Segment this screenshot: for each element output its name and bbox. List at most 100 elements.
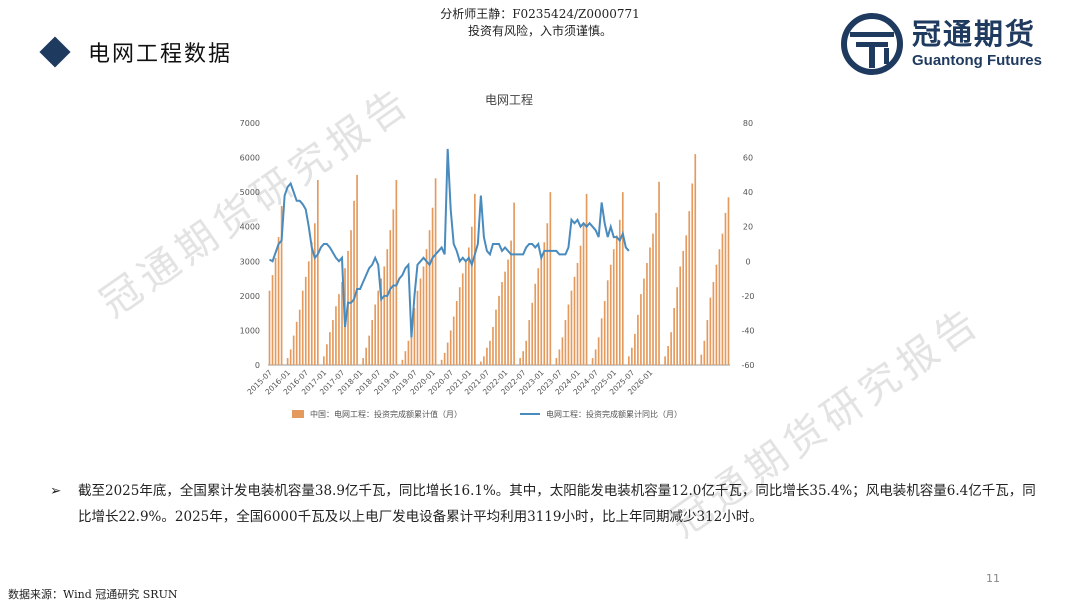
bar: [537, 268, 540, 365]
bar: [353, 200, 355, 365]
bar: [489, 340, 491, 365]
slide-title-text: 电网工程数据: [88, 42, 233, 67]
y-left-tick-label: 5000: [240, 188, 260, 197]
bar: [606, 280, 609, 365]
bar: [546, 223, 549, 365]
bar: [597, 337, 600, 365]
y-right-tick-label: -20: [741, 292, 754, 301]
bar: [706, 320, 709, 365]
company-logo: 冠通期货 Guantong Futures: [840, 12, 1042, 76]
bar: [313, 223, 316, 365]
bar: [301, 290, 304, 365]
bar: [310, 242, 313, 365]
bar: [609, 264, 612, 365]
bar: [543, 242, 546, 365]
bar: [531, 302, 534, 365]
bar: [549, 192, 552, 365]
bar: [646, 263, 648, 365]
bar: [483, 356, 485, 365]
bar: [268, 290, 271, 365]
y-right-tick-label: -60: [741, 361, 754, 370]
analyst-info: 分析师王静：F0235424/Z0000771 投资有风险，入市须谨慎。: [330, 6, 750, 40]
bar: [304, 276, 307, 365]
bar: [326, 344, 328, 365]
bar: [522, 351, 524, 365]
summary-text: 截至2025年底，全国累计发电装机容量38.9亿千瓦，同比增长16.1%。其中，…: [78, 483, 1036, 525]
bar: [555, 358, 558, 365]
y-left-tick-label: 2000: [240, 292, 260, 301]
bar: [374, 304, 377, 365]
logo-mark-icon: [841, 13, 903, 75]
bar: [298, 309, 301, 365]
bar: [567, 304, 570, 365]
bar: [628, 356, 630, 365]
bar: [615, 235, 618, 365]
bar: [295, 321, 298, 365]
bar: [461, 273, 464, 365]
bar: [289, 349, 292, 365]
y-right-tick-label: 80: [743, 119, 753, 128]
bar: [715, 264, 718, 365]
bar: [440, 359, 443, 365]
bar: [495, 309, 497, 365]
bar: [365, 347, 367, 365]
y-right-tick-label: 20: [743, 223, 753, 232]
bar: [558, 349, 561, 365]
bar: [600, 318, 603, 365]
bar: [637, 314, 639, 365]
bar: [271, 275, 274, 365]
bar: [377, 290, 380, 365]
bar: [564, 320, 567, 365]
series-line: [269, 148, 630, 338]
bar: [718, 249, 721, 365]
bar: [652, 233, 654, 365]
bar: [392, 209, 395, 365]
page-number: 11: [986, 572, 1000, 585]
bar: [621, 192, 624, 365]
legend-line-label: 电网工程：投资完成额累计同比（月）: [546, 409, 682, 419]
bar: [434, 178, 437, 365]
bar: [416, 290, 419, 365]
analyst-line-2: 投资有风险，入市须谨慎。: [467, 24, 612, 38]
bar: [570, 290, 573, 365]
y-left-tick-label: 1000: [240, 326, 260, 335]
bar: [498, 295, 500, 365]
bar: [664, 356, 666, 365]
bar: [591, 358, 594, 365]
y-left-tick-label: 0: [255, 361, 260, 370]
bar: [443, 352, 446, 365]
grid-investment-chart: 电网工程 0 1000 2000 3000 4000 5000 6000 7000 -60 -40 -…: [240, 92, 755, 419]
bar: [501, 282, 503, 365]
slide-title: 电网工程数据: [39, 36, 233, 68]
bar: [401, 359, 404, 365]
bar: [634, 333, 636, 365]
bar: [307, 261, 310, 365]
bar: [455, 301, 458, 365]
bar: [640, 294, 642, 365]
bar: [428, 230, 431, 365]
summary-bullet: ➢ 截至2025年底，全国累计发电装机容量38.9亿千瓦，同比增长16.1%。其…: [50, 478, 1040, 530]
y-left-tick-label: 4000: [240, 223, 260, 232]
bar: [474, 193, 476, 365]
y-right-tick-label: -40: [741, 326, 754, 335]
bar: [525, 340, 528, 365]
y-right-tick-label: 40: [743, 188, 753, 197]
bar: [534, 283, 537, 365]
bar: [618, 219, 621, 365]
bar: [724, 212, 727, 365]
bar: [585, 193, 588, 365]
bar: [395, 180, 398, 365]
bar: [727, 197, 730, 365]
bar: [603, 301, 606, 365]
bar: [504, 271, 506, 365]
bar: [404, 351, 407, 365]
bar: [712, 282, 715, 365]
bar: [350, 230, 352, 365]
bar: [682, 250, 685, 365]
bar: [573, 276, 576, 365]
bar: [676, 287, 678, 365]
bar: [507, 259, 509, 365]
bar: [413, 307, 416, 365]
bullet-arrow-icon: ➢: [50, 483, 62, 499]
bar: [540, 254, 543, 365]
